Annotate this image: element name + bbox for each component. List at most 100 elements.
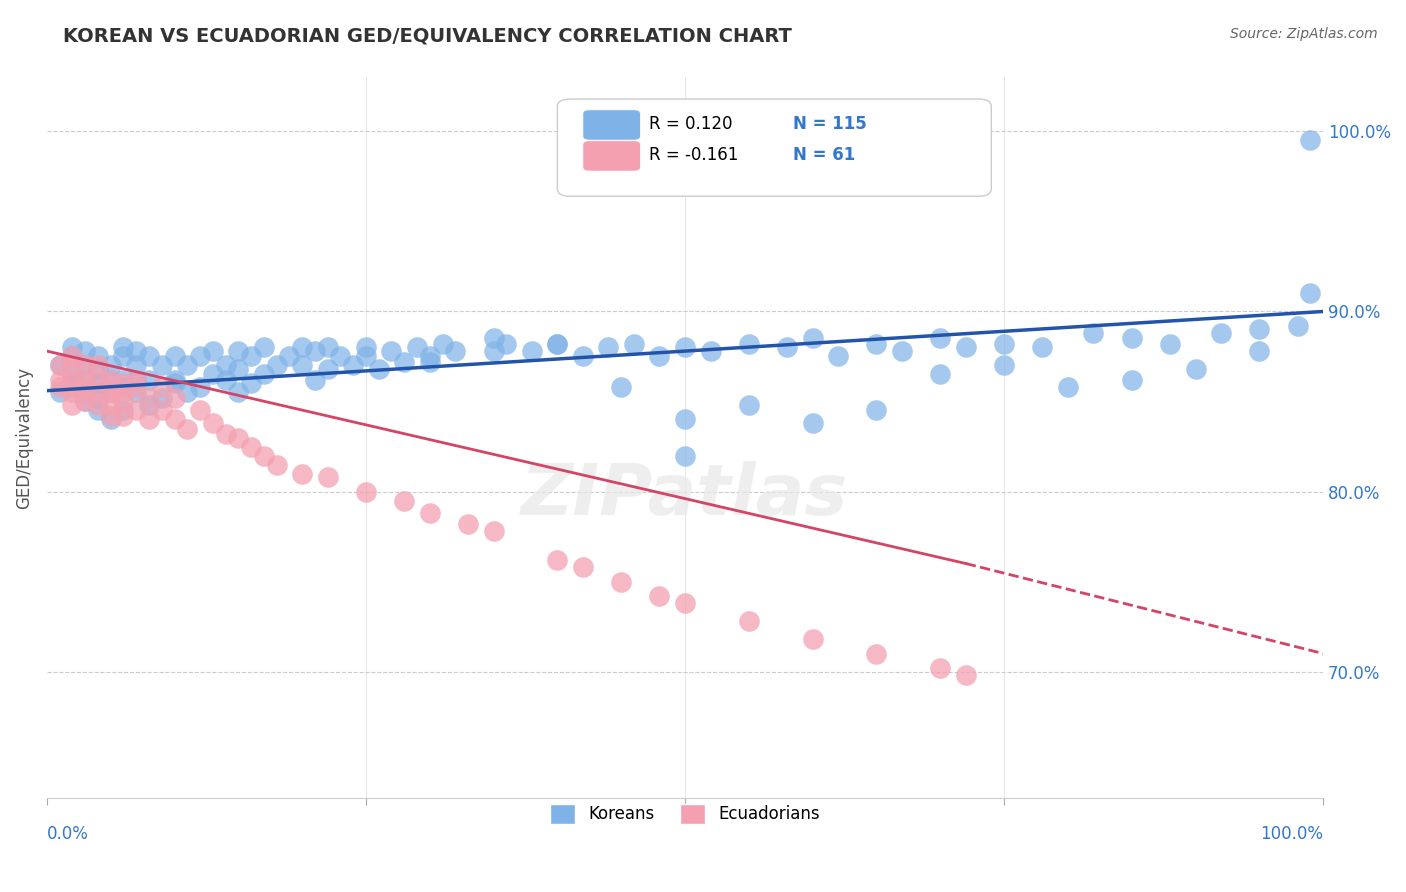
Point (62, 359, 84, 373)
Point (75, 373, 97, 387)
Point (138, 373, 160, 387)
Point (112, 403, 135, 417)
Point (100, 409, 122, 423)
Point (62, 368, 84, 382)
Point (100, 385, 122, 400)
Point (228, 430, 250, 444)
Point (163, 376, 186, 391)
Point (291, 467, 314, 481)
Point (163, 350, 186, 364)
Point (610, 574, 633, 589)
Point (228, 344, 250, 359)
Point (62, 350, 84, 364)
Point (738, 614, 761, 628)
Point (394, 355, 416, 369)
Point (444, 344, 467, 359)
Point (87, 376, 110, 391)
FancyBboxPatch shape (583, 141, 640, 171)
Point (304, 344, 326, 359)
Point (291, 341, 314, 355)
Point (125, 359, 148, 373)
Point (610, 380, 633, 394)
Point (1121, 331, 1143, 345)
Point (62, 398, 84, 412)
Point (125, 344, 148, 359)
Point (75, 373, 97, 387)
Legend: Koreans, Ecuadorians: Koreans, Ecuadorians (541, 796, 828, 832)
Point (394, 493, 416, 508)
Point (253, 341, 276, 355)
Point (240, 376, 263, 391)
Point (87, 373, 110, 387)
Point (75, 394, 97, 409)
Point (138, 391, 160, 405)
Point (1249, 322, 1271, 336)
Point (801, 632, 824, 647)
Point (150, 403, 173, 417)
Point (380, 344, 402, 359)
Point (406, 341, 429, 355)
Text: N = 115: N = 115 (793, 115, 868, 133)
Point (62, 373, 84, 387)
Point (673, 449, 696, 463)
Point (188, 403, 211, 417)
Point (419, 506, 441, 520)
Point (1299, 133, 1322, 147)
Point (891, 344, 914, 359)
Point (87, 385, 110, 400)
Point (62, 376, 84, 391)
Point (112, 341, 135, 355)
Point (48, 385, 70, 400)
Point (163, 412, 186, 426)
Point (112, 394, 135, 409)
Point (801, 416, 824, 430)
Point (125, 373, 148, 387)
Point (354, 350, 377, 364)
Text: KOREAN VS ECUADORIAN GED/EQUIVALENCY CORRELATION CHART: KOREAN VS ECUADORIAN GED/EQUIVALENCY COR… (63, 27, 792, 45)
Point (188, 350, 211, 364)
Point (673, 341, 696, 355)
Point (495, 337, 517, 351)
Point (62, 385, 84, 400)
Text: Source: ZipAtlas.com: Source: ZipAtlas.com (1230, 27, 1378, 41)
Point (993, 337, 1015, 351)
Point (214, 426, 236, 441)
Point (100, 359, 122, 373)
Point (100, 373, 122, 387)
Point (214, 359, 236, 373)
Point (100, 380, 122, 394)
Point (150, 380, 173, 394)
Point (354, 341, 377, 355)
Point (419, 350, 441, 364)
Point (125, 385, 148, 400)
Point (188, 380, 211, 394)
Text: 100.0%: 100.0% (1260, 824, 1323, 843)
Point (112, 409, 135, 423)
Point (125, 373, 148, 387)
Point (1184, 362, 1206, 376)
Point (75, 359, 97, 373)
Point (1159, 337, 1181, 351)
Point (100, 412, 122, 426)
Text: 0.0%: 0.0% (46, 824, 89, 843)
Point (138, 398, 160, 412)
Point (546, 337, 568, 351)
Point (201, 416, 224, 430)
Text: R = 0.120: R = 0.120 (650, 115, 733, 133)
Point (738, 398, 761, 412)
Point (1031, 341, 1053, 355)
Point (176, 359, 198, 373)
Point (520, 344, 543, 359)
Point (342, 359, 364, 373)
Text: N = 61: N = 61 (793, 146, 856, 164)
Point (100, 398, 122, 412)
Point (572, 560, 595, 574)
Point (125, 403, 148, 417)
Point (253, 368, 276, 382)
Point (240, 440, 263, 454)
Point (598, 341, 620, 355)
Point (865, 403, 887, 417)
Point (648, 589, 671, 603)
Y-axis label: GED/Equivalency: GED/Equivalency (15, 367, 32, 508)
Point (87, 359, 110, 373)
